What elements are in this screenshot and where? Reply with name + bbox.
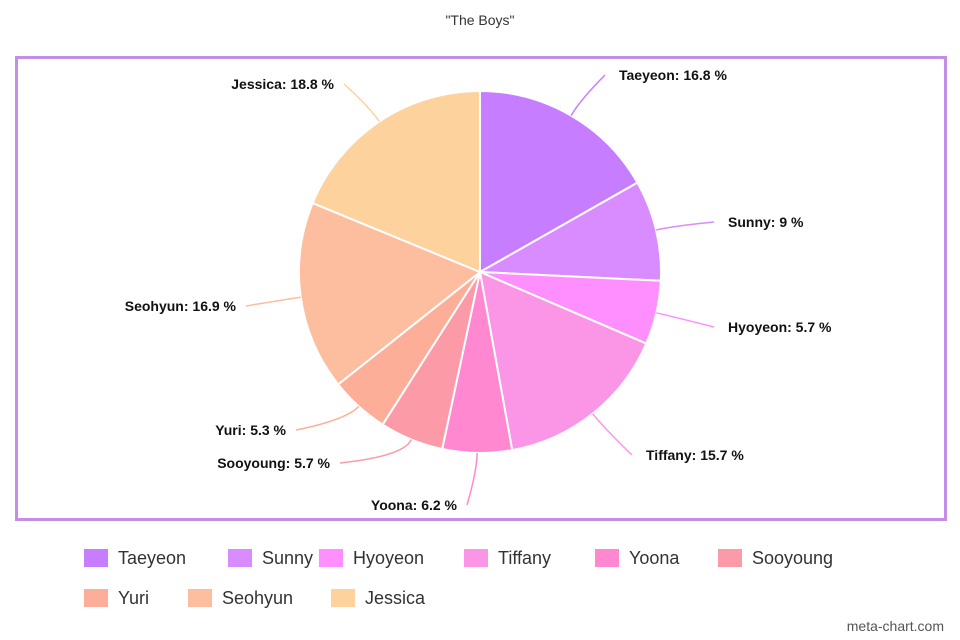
watermark: meta-chart.com [846, 618, 944, 634]
data-label-jessica: Jessica: 18.8 % [231, 76, 334, 92]
legend-item-sooyoung[interactable]: Sooyoung [718, 548, 868, 568]
legend-label: Jessica [365, 587, 426, 608]
legend-swatch [319, 549, 343, 567]
leader-line-jessica [343, 83, 380, 123]
legend-label: Taeyeon [118, 547, 187, 568]
legend-item-taeyeon[interactable]: Taeyeon [84, 548, 228, 568]
leader-line-taeyeon [570, 74, 606, 116]
data-label-yoona: Yoona: 6.2 % [371, 497, 458, 513]
plot-area-frame [15, 56, 947, 521]
legend-item-jessica[interactable]: Jessica [331, 588, 441, 608]
legend-swatch [188, 589, 212, 607]
legend-swatch [228, 549, 252, 567]
data-label-hyoyeon: Hyoyeon: 5.7 % [728, 319, 832, 335]
leader-line-seohyun [245, 296, 301, 307]
legend-item-seohyun[interactable]: Seohyun [188, 588, 331, 608]
data-label-sooyoung: Sooyoung: 5.7 % [217, 455, 330, 471]
legend-swatch [84, 549, 108, 567]
legend-swatch [464, 549, 488, 567]
legend-label: Sunny [262, 547, 314, 568]
data-label-taeyeon: Taeyeon: 16.8 % [619, 67, 727, 83]
chart-title: "The Boys" [445, 12, 515, 28]
legend-label: Hyoyeon [353, 547, 425, 568]
chart-legend: Taeyeon Sunny Hyoyeon Tiffany Yoona Sooyoung Y… [84, 548, 904, 608]
legend-swatch [331, 589, 355, 607]
legend-label: Yoona [629, 547, 680, 568]
legend-item-yuri[interactable]: Yuri [84, 588, 188, 608]
legend-label: Seohyun [222, 587, 294, 608]
legend-swatch [84, 589, 108, 607]
leader-line-yoona [466, 452, 478, 506]
leader-line-hyoyeon [656, 312, 715, 328]
data-label-yuri: Yuri: 5.3 % [215, 422, 286, 438]
legend-item-hyoyeon[interactable]: Hyoyeon [319, 548, 464, 568]
legend-label: Sooyoung [752, 547, 834, 568]
leader-line-sooyoung [339, 439, 413, 464]
legend-label: Tiffany [498, 547, 552, 568]
legend-item-yoona[interactable]: Yoona [595, 548, 718, 568]
data-label-sunny: Sunny: 9 % [728, 214, 804, 230]
leader-line-tiffany [592, 413, 633, 456]
leader-line-sunny [655, 221, 715, 231]
legend-item-tiffany[interactable]: Tiffany [464, 548, 595, 568]
legend-label: Yuri [118, 587, 150, 608]
legend-swatch [718, 549, 742, 567]
leader-line-yuri [295, 405, 360, 431]
data-label-tiffany: Tiffany: 15.7 % [646, 447, 744, 463]
pie-chart: Taeyeon: 16.8 % Sunny: 9 % Hyoyeon: 5.7 % T… [125, 67, 832, 513]
data-label-seohyun: Seohyun: 16.9 % [125, 298, 237, 314]
legend-item-sunny[interactable]: Sunny [228, 548, 319, 568]
legend-swatch [595, 549, 619, 567]
